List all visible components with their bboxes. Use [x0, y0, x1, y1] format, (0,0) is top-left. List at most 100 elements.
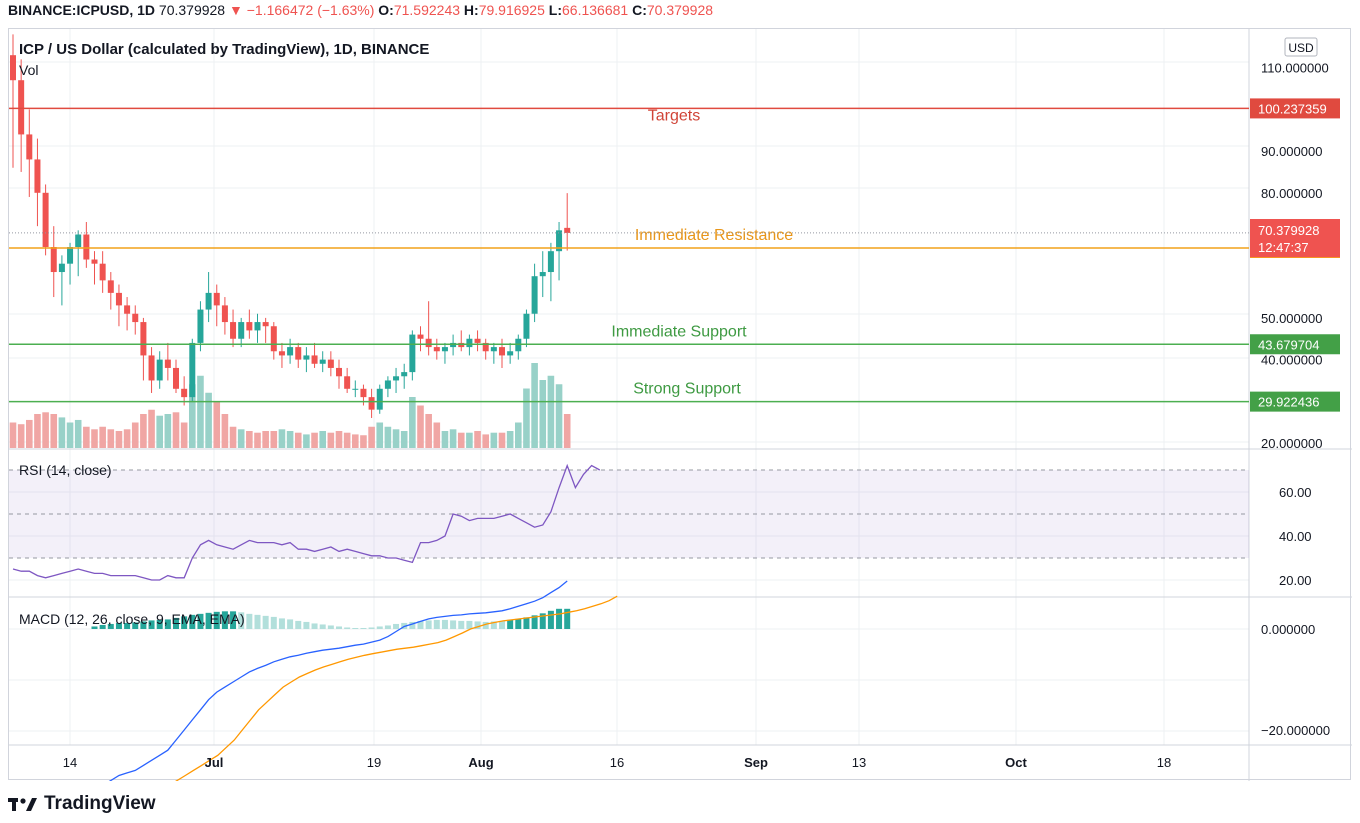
macd-histogram-bar	[376, 626, 383, 629]
candle-body	[34, 159, 41, 193]
macd-histogram-bar	[450, 620, 457, 629]
macd-histogram-bar	[466, 620, 473, 629]
volume-bar	[156, 415, 163, 448]
candle-body	[344, 376, 351, 389]
macd-histogram-bar	[99, 624, 106, 629]
volume-bar	[50, 414, 58, 448]
macd-tick-label: −20.000000	[1261, 723, 1330, 738]
candle-body	[490, 347, 497, 352]
macd-histogram-bar	[499, 620, 505, 629]
candle-body	[18, 80, 25, 135]
candle-body	[531, 276, 538, 314]
high-value: 79.916925	[478, 2, 545, 18]
macd-histogram-bar	[417, 620, 424, 629]
candle-body	[352, 388, 359, 390]
last-price-badge	[1250, 219, 1340, 257]
candle-body	[26, 134, 33, 160]
last-price-text: 70.379928	[1258, 223, 1319, 238]
macd-histogram-bar	[270, 616, 277, 629]
volume-bar	[531, 363, 538, 448]
candle-body	[466, 338, 473, 348]
level-price-text: 43.679704	[1258, 337, 1319, 352]
volume-bar	[327, 432, 335, 448]
volume-bar	[563, 414, 571, 448]
candle-body	[67, 247, 74, 264]
candle-body	[140, 322, 147, 356]
macd-histogram-bar	[482, 621, 489, 629]
candle-body	[295, 347, 302, 360]
candle-body	[474, 338, 481, 343]
candle-body	[336, 367, 342, 377]
tradingview-branding[interactable]: TradingView	[8, 792, 156, 816]
volume-bar	[83, 426, 90, 448]
volume-bar	[26, 419, 33, 448]
macd-histogram-bar	[91, 626, 98, 629]
candle-body	[221, 305, 228, 323]
candle-body	[327, 359, 334, 368]
volume-bar	[368, 426, 375, 448]
close-value: 70.379928	[646, 2, 714, 18]
rsi-line	[12, 463, 601, 581]
macd-histogram-bar	[164, 619, 171, 629]
macd-histogram-bar	[311, 623, 318, 629]
volume-bar	[466, 432, 473, 448]
volume-bar	[131, 422, 139, 448]
volume-bar	[286, 431, 294, 448]
volume-bar	[9, 422, 17, 448]
candle-body	[564, 227, 571, 233]
macd-histogram-bar	[368, 627, 375, 629]
volume-bar	[343, 432, 351, 448]
time-axis-label: 18	[1157, 755, 1171, 770]
volume-bar	[319, 431, 326, 448]
macd-histogram-bar	[490, 621, 497, 629]
price-tick-label: 20.000000	[1261, 436, 1322, 451]
volume-bar	[523, 388, 530, 448]
candle-body	[278, 351, 285, 356]
macd-histogram-bar	[433, 619, 440, 629]
macd-histogram-bar	[173, 617, 179, 629]
price-tick-label: 110.000000	[1261, 61, 1329, 76]
candle-body	[482, 342, 489, 352]
macd-histogram-bar	[115, 622, 122, 629]
candle-body	[181, 388, 188, 398]
macd-histogram-bar	[140, 621, 147, 629]
candle-body	[539, 272, 546, 277]
candle-body	[303, 355, 310, 360]
macd-histogram-bar	[474, 621, 481, 629]
symbol-name[interactable]: BINANCE:ICPUSD, 1D	[8, 2, 156, 18]
macd-histogram-bar	[425, 620, 432, 629]
price-tick-label: 80.000000	[1261, 186, 1322, 201]
time-axis-label: 16	[610, 755, 624, 770]
macd-histogram-bar	[132, 622, 139, 629]
candle-body	[205, 292, 212, 310]
close-label: C:	[632, 2, 647, 18]
macd-histogram-bar	[458, 620, 465, 629]
volume-bar	[180, 422, 188, 448]
chart-container[interactable]: Targets Immediate Resistance Immediate Sup…	[8, 28, 1352, 823]
volume-bar	[515, 422, 522, 448]
macd-histogram-bar	[189, 614, 196, 629]
currency-label: USD	[1288, 41, 1314, 55]
volume-bar	[482, 434, 489, 448]
candle-body	[360, 388, 367, 398]
price-chart[interactable]: Targets Immediate Resistance Immediate Sup…	[9, 29, 1352, 823]
candle-body	[376, 388, 383, 410]
candle-body	[441, 347, 448, 352]
candle-body	[58, 263, 65, 273]
open-value: 71.592243	[393, 2, 461, 18]
macd-histogram-bar	[148, 620, 155, 629]
macd-tick-label: 0.000000	[1261, 622, 1315, 637]
macd-histogram-bar	[303, 621, 310, 629]
candle-body	[83, 234, 90, 260]
volume-bar	[115, 431, 123, 448]
level-label: Strong Support	[633, 381, 741, 398]
macd-histogram-bar	[319, 624, 326, 629]
macd-histogram-bar	[539, 613, 546, 629]
candle-body	[368, 397, 375, 410]
chart-title: ICP / US Dollar (calculated by TradingVi…	[19, 41, 429, 58]
time-axis-label: Sep	[744, 755, 768, 770]
candle-body	[156, 359, 163, 381]
time-axis-label: Jul	[205, 755, 224, 770]
volume-bar	[498, 432, 506, 448]
high-label: H:	[463, 2, 479, 18]
